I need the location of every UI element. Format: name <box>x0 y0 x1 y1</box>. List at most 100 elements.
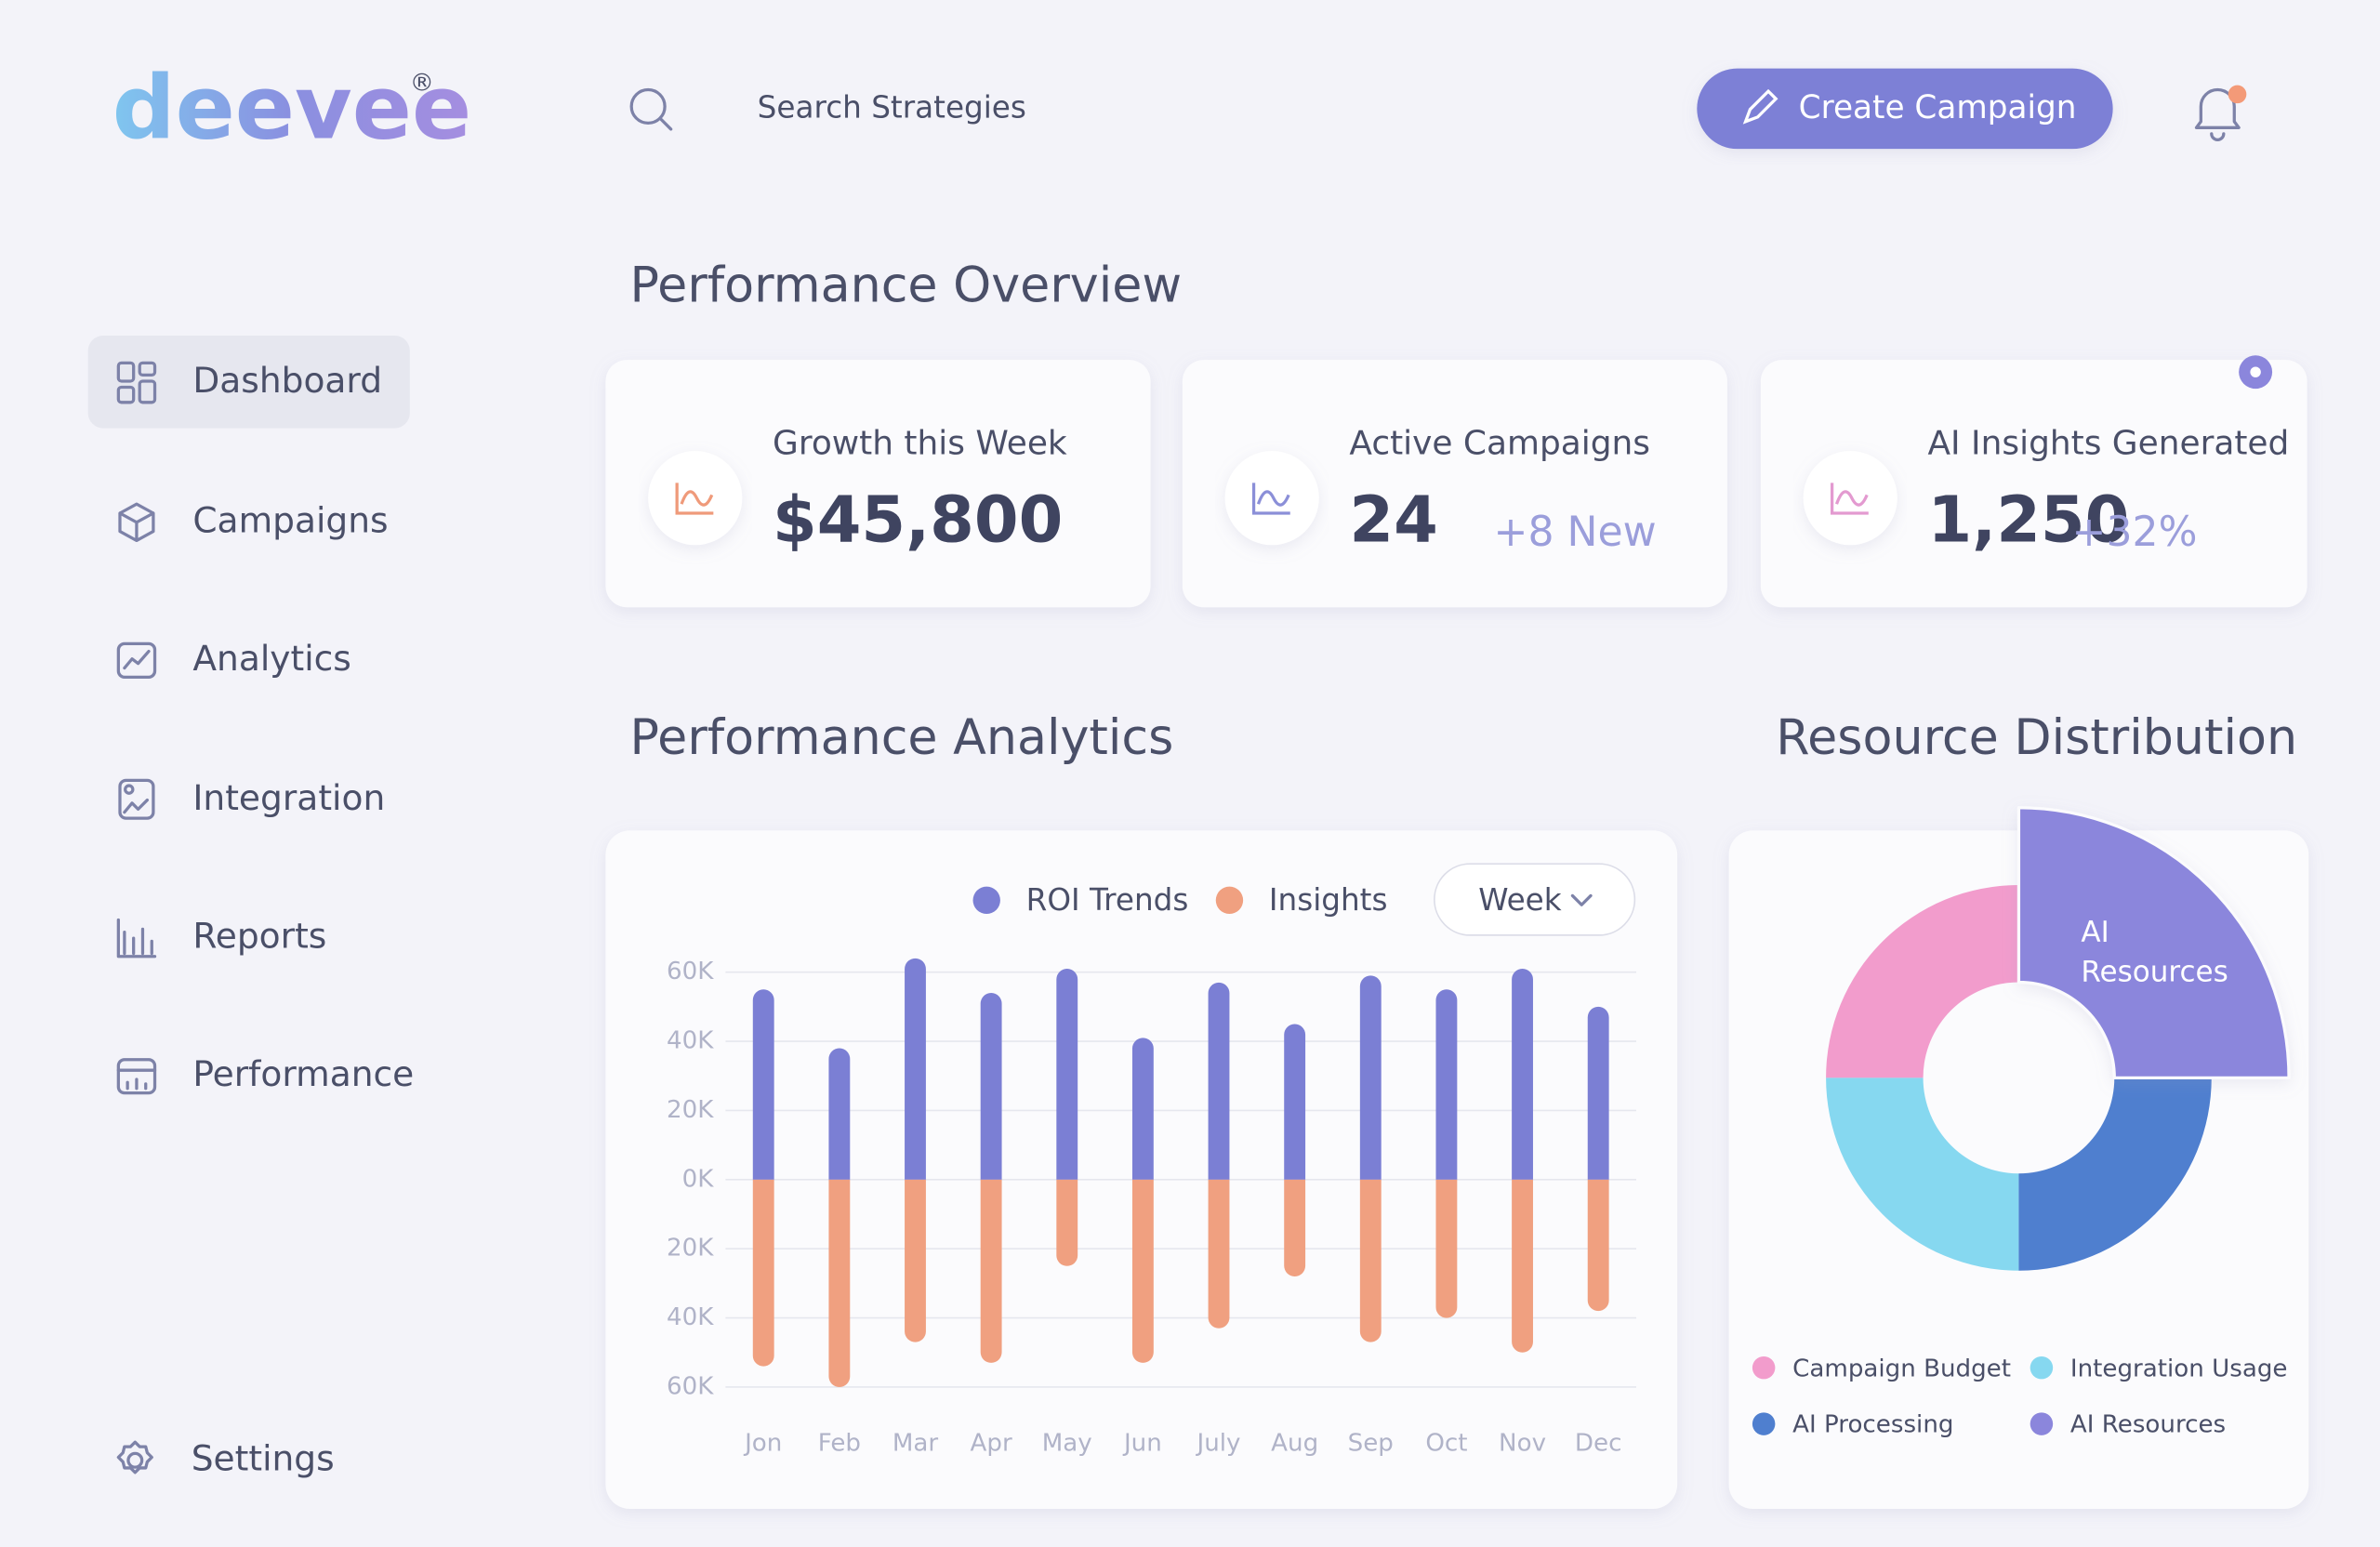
create-campaign-button[interactable]: Create Campaign <box>1697 68 2113 150</box>
bar <box>1208 1179 1230 1329</box>
bar <box>1512 1179 1533 1353</box>
nav-item[interactable]: Campaigns <box>192 499 388 540</box>
search-input[interactable]: Search Strategies <box>758 90 1026 126</box>
bar <box>1131 1179 1154 1363</box>
x-tick-label: Jun <box>1122 1429 1162 1457</box>
legend-swatch <box>1752 1412 1776 1435</box>
bar <box>905 1179 926 1342</box>
stat-card <box>605 360 1151 608</box>
x-tick-label: Sep <box>1348 1429 1394 1457</box>
bar <box>828 1048 851 1180</box>
indicator-center <box>2250 366 2261 377</box>
x-tick-label: Nov <box>1499 1429 1546 1457</box>
nav-item[interactable]: Performance <box>192 1053 414 1094</box>
legend-swatch <box>1215 886 1244 915</box>
bar <box>1284 1024 1306 1180</box>
notification-dot <box>2228 85 2247 104</box>
legend-swatch <box>972 886 1000 915</box>
bar <box>828 1179 851 1387</box>
y-tick-label: 40K <box>667 1027 714 1055</box>
sidebar-nav: Dashboard Campaigns Analytics Integration Re… <box>192 360 414 1094</box>
slice-callout: AI <box>2081 916 2109 949</box>
card-value: 1,250 <box>1927 483 2129 557</box>
card-icon <box>1251 483 1290 515</box>
pie-slice <box>1826 1078 2019 1271</box>
search-icon[interactable] <box>629 87 673 131</box>
bar <box>905 958 926 1180</box>
legend-swatch <box>1752 1355 1776 1380</box>
nav-item[interactable]: Dashboard <box>192 360 382 401</box>
nav-item[interactable]: Integration <box>192 777 385 818</box>
chart-title: Performance Analytics <box>630 710 1174 766</box>
x-tick-label: July <box>1196 1429 1241 1457</box>
button-label[interactable]: Create Campaign <box>1799 89 2077 126</box>
bar <box>1284 1179 1306 1276</box>
legend-label: AI Processing <box>1792 1411 1953 1439</box>
y-tick-label: 0K <box>682 1165 715 1193</box>
pie-slice <box>1826 885 2019 1078</box>
bar <box>1056 968 1078 1180</box>
nav-active-background <box>87 335 410 429</box>
bar <box>1131 1038 1154 1180</box>
dropdown-label[interactable]: Week <box>1478 882 1562 918</box>
y-tick-label: 20K <box>667 1235 714 1263</box>
bar <box>1359 1179 1382 1342</box>
bar <box>1056 1179 1078 1266</box>
nav-item[interactable]: Analytics <box>192 638 351 679</box>
pie-slice <box>2016 806 2291 1079</box>
legend-label: Insights <box>1269 882 1388 918</box>
card-label: Growth this Week <box>773 425 1067 463</box>
pencil-icon <box>1742 88 1778 125</box>
bar <box>1587 1179 1609 1312</box>
stat-card <box>1760 360 2307 608</box>
card-value: 24 <box>1349 483 1437 557</box>
legend-label: AI Resources <box>2070 1411 2226 1439</box>
nav-item[interactable]: Settings <box>192 1437 335 1478</box>
x-tick-label: Mar <box>892 1429 939 1457</box>
x-tick-label: Feb <box>818 1429 861 1457</box>
legend-label: Campaign Budget <box>1792 1355 2011 1382</box>
bar <box>1435 989 1458 1180</box>
chart-title: Resource Distribution <box>1776 710 2297 766</box>
nav-icons <box>116 361 157 1474</box>
logo[interactable]: deevee <box>112 57 471 159</box>
x-tick-label: Dec <box>1575 1429 1622 1457</box>
stat-cards: Growth this Week $45,800 Active Campaigns 2… <box>605 360 2307 608</box>
slice-callout: Resources <box>2081 956 2228 989</box>
bar <box>1359 975 1382 1180</box>
legend-swatch <box>2030 1412 2054 1435</box>
bar <box>980 993 1002 1180</box>
period-dropdown[interactable]: Week <box>1434 863 1636 936</box>
stat-card <box>1182 360 1727 608</box>
card-icon <box>675 483 714 515</box>
x-tick-label: Apr <box>971 1429 1012 1457</box>
bar <box>1435 1179 1458 1318</box>
legend-label: Integration Usage <box>2070 1355 2288 1382</box>
button-background[interactable] <box>1697 68 2113 150</box>
bar <box>1208 982 1230 1180</box>
bar <box>1587 1006 1609 1180</box>
card-icon <box>1830 483 1869 515</box>
notifications[interactable] <box>2194 85 2247 141</box>
card-value: $45,800 <box>773 483 1063 557</box>
y-tick-label: 60K <box>667 958 714 985</box>
y-tick-label: 60K <box>667 1372 714 1400</box>
logo-mark: ® <box>410 69 434 97</box>
bar-chart: 60K 40K 20K 0K 20K 40K 60K Jon Feb Mar Apr May Jun Ju… <box>667 882 1636 1457</box>
dropdown-background[interactable] <box>1434 863 1636 936</box>
pie-slice <box>2018 1078 2212 1271</box>
bar <box>980 1179 1002 1363</box>
legend-swatch <box>2030 1355 2054 1380</box>
pie-chart: AI Resources Campaign Budget Integration Us… <box>1752 806 2291 1439</box>
nav-item[interactable]: Reports <box>192 916 326 957</box>
y-tick-label: 40K <box>667 1303 714 1331</box>
card-label: Active Campaigns <box>1349 425 1650 463</box>
bar <box>752 1179 774 1367</box>
bar <box>1512 968 1533 1180</box>
x-tick-label: May <box>1042 1429 1092 1457</box>
card-delta: +32% <box>2072 509 2198 556</box>
section-title: Performance Overview <box>630 258 1183 313</box>
y-tick-label: 20K <box>667 1096 714 1124</box>
